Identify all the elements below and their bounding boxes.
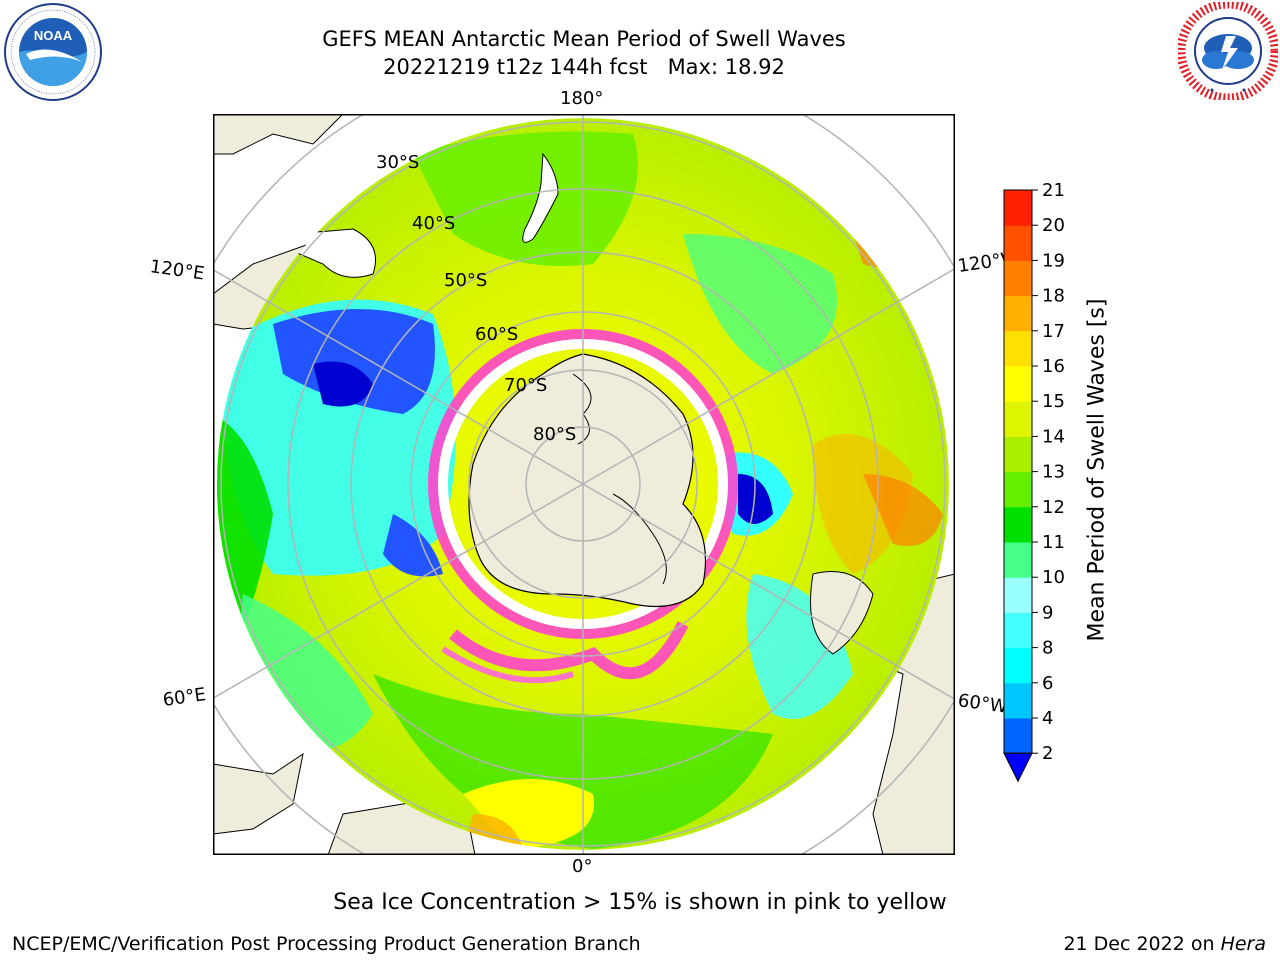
colorbar-tick-label: 4 [1042, 708, 1053, 729]
colorbar-segment [1004, 471, 1032, 508]
colorbar-segment [1004, 260, 1032, 297]
colorbar-segment [1004, 612, 1032, 649]
colorbar: 2 4 6 8 9 10 11 12 13 14 15 16 17 18 19 20 21 [1003, 180, 1065, 783]
latitude-label-50s: 50°S [444, 270, 488, 291]
polar-map [213, 114, 955, 855]
colorbar-segment [1004, 436, 1032, 473]
colorbar-tick-label: 9 [1042, 602, 1053, 623]
host-name: Hera [1220, 933, 1266, 955]
colorbar-segment [1004, 366, 1032, 402]
colorbar-tick-label: 20 [1042, 215, 1065, 236]
colorbar-segment [1004, 190, 1032, 226]
meridian-label-0: 0° [572, 856, 593, 877]
meridian-label-180: 180° [560, 88, 604, 109]
colorbar-extend-arrow [1003, 752, 1033, 783]
colorbar-tick-label: 6 [1042, 673, 1053, 694]
colorbar-tick-label: 18 [1042, 286, 1065, 307]
colorbar-tick-label: 10 [1042, 567, 1065, 588]
meridian-label-120e: 120°E [148, 256, 206, 285]
colorbar-tick-label: 21 [1042, 180, 1065, 201]
colorbar-segment [1004, 682, 1032, 719]
colorbar-segment [1004, 647, 1032, 684]
map-title: GEFS MEAN Antarctic Mean Period of Swell… [322, 27, 846, 51]
colorbar-tick-label: 19 [1042, 250, 1065, 271]
map-subtitle: 20221219 t12z 144h fcst Max: 18.92 [383, 55, 785, 79]
latitude-label-70s: 70°S [504, 375, 548, 396]
colorbar-tick-label: 14 [1042, 426, 1065, 447]
latitude-label-40s: 40°S [412, 213, 456, 234]
noaa-logo-text: NOAA [34, 28, 73, 43]
date-text: 21 Dec 2022 on [1063, 933, 1221, 955]
sea-ice-note: Sea Ice Concentration > 15% is shown in … [333, 890, 947, 915]
colorbar-segment [1004, 577, 1032, 613]
colorbar-segment [1004, 718, 1032, 754]
colorbar-segment [1004, 330, 1032, 367]
colorbar-segment [1004, 295, 1032, 332]
colorbar-tick-label: 11 [1042, 532, 1065, 553]
colorbar-tick-label: 8 [1042, 638, 1053, 659]
latitude-label-60s: 60°S [475, 324, 519, 345]
noaa-logo: NOAA [4, 3, 102, 101]
colorbar-tick-label: 17 [1042, 321, 1065, 342]
latitude-label-80s: 80°S [533, 424, 577, 445]
meridian-label-60e: 60°E [161, 684, 208, 711]
credit-text: NCEP/EMC/Verification Post Processing Pr… [12, 933, 641, 955]
latitude-label-30s: 30°S [376, 152, 420, 173]
colorbar-segment [1004, 401, 1032, 437]
colorbar-tick-label: 16 [1042, 356, 1065, 377]
colorbar-segment [1004, 506, 1032, 543]
date-stamp: 21 Dec 2022 on Hera [1063, 933, 1266, 955]
colorbar-segment [1004, 225, 1032, 261]
colorbar-tick-label: 12 [1042, 497, 1065, 518]
colorbar-tick-label: 13 [1042, 462, 1065, 483]
colorbar-tick-label: 2 [1042, 743, 1053, 764]
nws-logo [1178, 2, 1278, 100]
colorbar-segment [1004, 542, 1032, 578]
colorbar-tick-label: 15 [1042, 391, 1065, 412]
colorbar-label: Mean Period of Swell Waves [s] [1084, 298, 1110, 642]
